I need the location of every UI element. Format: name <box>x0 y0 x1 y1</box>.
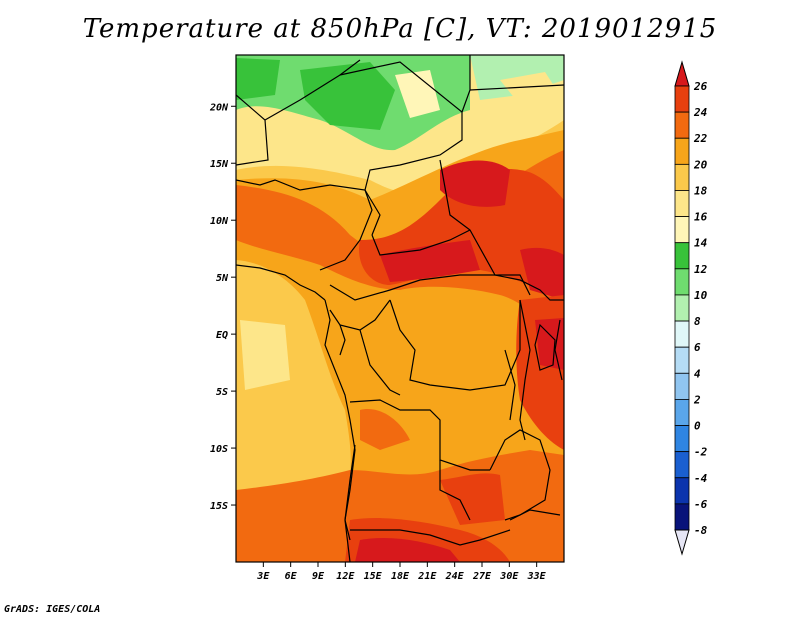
colorbar-label: 26 <box>693 80 708 93</box>
lat-tick-label: 15S <box>210 501 228 512</box>
lon-tick-label: 24E <box>445 571 465 582</box>
lon-tick-label: 12E <box>336 571 355 582</box>
lon-tick-label: 15E <box>364 571 383 582</box>
colorbar-label: 20 <box>693 158 708 171</box>
colorbar-segment <box>674 425 690 453</box>
colorbar-segment <box>674 242 690 270</box>
lat-tick-label: 20N <box>209 102 229 113</box>
colorbar-segment <box>674 268 690 296</box>
lat-tick-label: EQ <box>216 330 228 341</box>
colorbar-label: -6 <box>694 498 708 511</box>
lat-tick-label: 10N <box>210 216 229 227</box>
colorbar-segment <box>674 320 690 348</box>
colorbar-segment <box>674 190 690 217</box>
longitude-axis: 3E 6E 9E 12E 15E 18E 21E 24E 27E 30E 33E <box>256 562 547 582</box>
lon-tick-label: 3E <box>256 571 270 582</box>
colorbar-segment <box>674 163 690 191</box>
temperature-field <box>236 55 564 562</box>
colorbar-segment <box>674 399 690 426</box>
colorbar-segment <box>674 111 690 139</box>
colorbar-bottom-arrow <box>674 529 690 556</box>
lon-tick-label: 6E <box>285 571 298 582</box>
colorbar-segment <box>674 477 690 505</box>
colorbar-label: 10 <box>694 289 708 302</box>
map-title: Temperature at 850hPa [C], VT: 201901291… <box>82 14 718 44</box>
colorbar-segment <box>674 137 690 165</box>
colorbar-label: -4 <box>694 472 708 485</box>
lon-tick-label: 9E <box>312 571 325 582</box>
colorbar-label: -2 <box>694 446 708 459</box>
lat-tick-label: 15N <box>210 159 229 170</box>
colorbar-label: 16 <box>694 211 708 224</box>
lat-tick-label: 5N <box>216 273 229 284</box>
colorbar-label: 14 <box>694 237 708 250</box>
grads-credit: GrADS: IGES/COLA <box>4 604 101 615</box>
colorbar-segment <box>674 346 690 374</box>
colorbar-label: 2 <box>693 393 701 406</box>
colorbar-top-arrow <box>674 60 690 87</box>
lat-tick-label: 5S <box>216 387 228 398</box>
colorbar-label: 8 <box>694 315 701 328</box>
colorbar-label: 4 <box>694 367 701 380</box>
latitude-axis: 20N 15N 10N 5N EQ 5S 10S 15S <box>209 102 236 512</box>
colorbar-segment <box>674 216 690 244</box>
colorbar-label: 24 <box>693 106 708 119</box>
colorbar-label: 18 <box>694 184 708 197</box>
colorbar-segment <box>674 503 690 531</box>
lon-tick-label: 27E <box>472 571 492 582</box>
colorbar-segment <box>674 294 690 322</box>
colorbar-segment <box>674 85 690 113</box>
lon-tick-label: 21E <box>417 571 437 582</box>
colorbar-label: 6 <box>694 341 701 354</box>
colorbar-segment <box>674 372 690 400</box>
colorbar-segment <box>674 451 690 479</box>
lon-tick-label: 33E <box>527 571 547 582</box>
lon-tick-label: 30E <box>499 571 519 582</box>
colorbar-label: 22 <box>693 132 708 145</box>
colorbar-label: 0 <box>694 420 701 433</box>
lat-tick-label: 10S <box>210 444 228 455</box>
colorbar-label: 12 <box>694 263 708 276</box>
country-borders <box>236 55 564 562</box>
colorbar-label: -8 <box>694 524 708 537</box>
lon-tick-label: 18E <box>391 571 410 582</box>
